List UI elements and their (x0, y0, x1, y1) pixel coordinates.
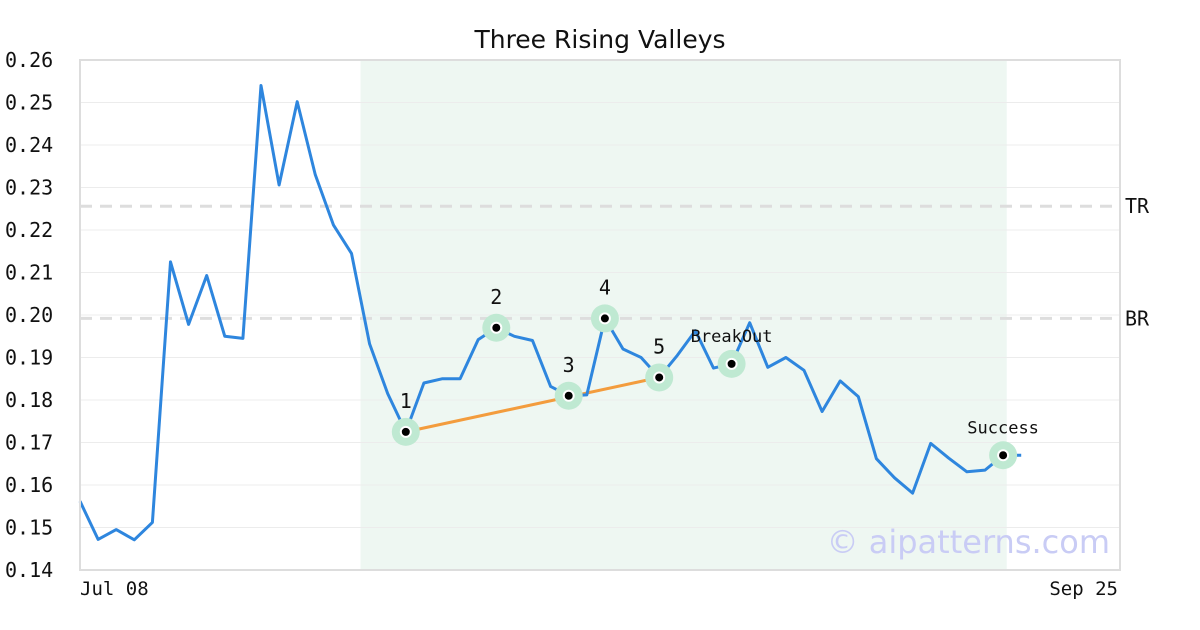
level-label-br: BR (1125, 306, 1150, 330)
marker-dot-1 (399, 425, 412, 438)
trendline (404, 375, 661, 434)
plot-frame (79, 59, 1121, 571)
marker-dot-5 (653, 371, 666, 384)
series-layer (78, 84, 1022, 542)
price-series-line (78, 84, 1022, 542)
marker-dot-2 (490, 321, 503, 334)
point-label-3: 3 (563, 353, 575, 377)
point-label-5: 5 (653, 334, 665, 358)
y-axis-ticks: 0.26 0.25 0.24 0.23 0.22 0.21 0.20 0.19 0.18 0.17… (5, 48, 53, 582)
trendline-layer (404, 375, 661, 434)
y-tick-label: 0.22 (5, 218, 53, 242)
y-tick-label: 0.23 (5, 176, 53, 200)
point-label-breakout: BreakOut (691, 327, 773, 347)
point-label-2: 2 (490, 285, 502, 309)
y-tick-label: 0.16 (5, 473, 53, 497)
chart-title: Three Rising Valleys (473, 25, 725, 54)
marker-dot-success (997, 449, 1010, 462)
watermark: © aipatterns.com (827, 523, 1110, 561)
y-tick-label: 0.20 (5, 303, 53, 327)
y-tick-label: 0.18 (5, 388, 53, 412)
x-tick-end: Sep 25 (1049, 578, 1118, 600)
point-label-success: Success (967, 418, 1039, 438)
y-tick-label: 0.25 (5, 91, 53, 115)
y-tick-label: 0.26 (5, 48, 53, 72)
point-label-1: 1 (400, 389, 412, 413)
y-tick-label: 0.24 (5, 133, 53, 157)
y-tick-label: 0.21 (5, 261, 53, 285)
marker-dot-4 (598, 312, 611, 325)
marker-dot-3 (562, 389, 575, 402)
y-tick-label: 0.17 (5, 431, 53, 455)
marker-dot-breakout (725, 357, 738, 370)
y-tick-label: 0.19 (5, 346, 53, 370)
x-tick-start: Jul 08 (80, 578, 149, 600)
y-tick-label: 0.15 (5, 516, 53, 540)
y-tick-label: 0.14 (5, 558, 53, 582)
point-label-4: 4 (599, 275, 611, 299)
markers-layer: 1 2 3 4 5 BreakOut Success (391, 275, 1039, 470)
level-label-tr: TR (1125, 194, 1150, 218)
